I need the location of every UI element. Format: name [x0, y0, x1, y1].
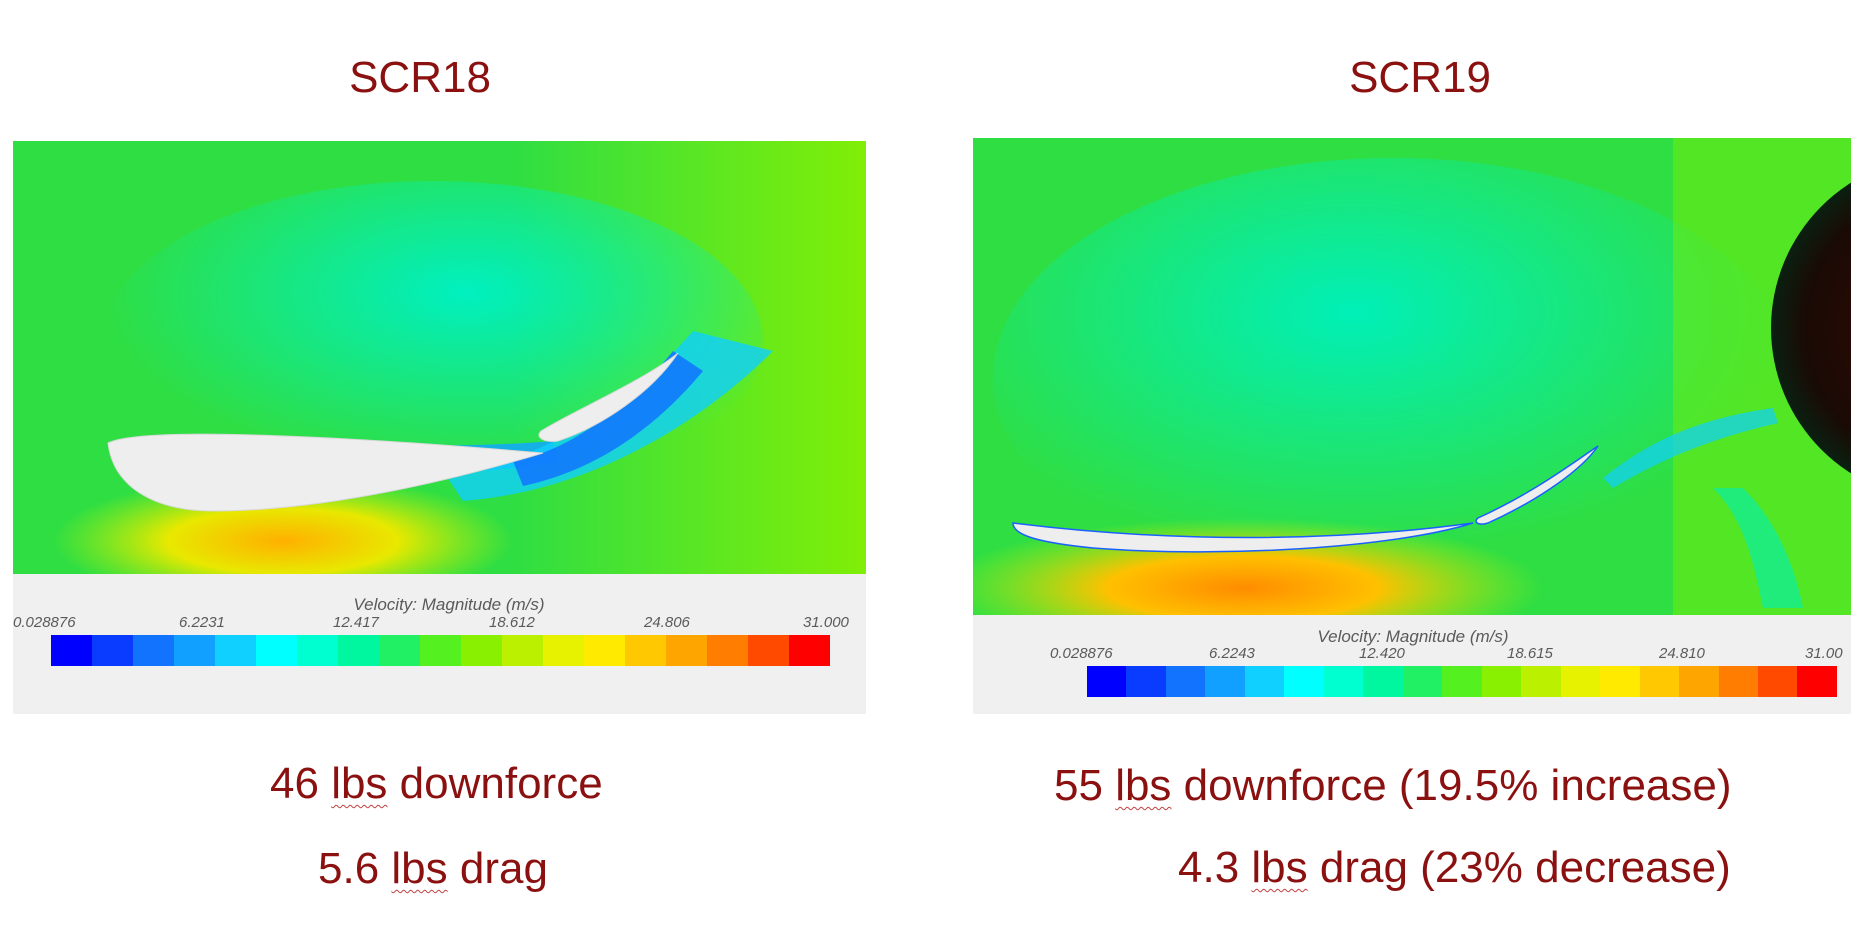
colorbar-swatch	[1639, 666, 1680, 697]
colorbar-swatch	[1679, 666, 1719, 697]
downforce-result-scr19: 55 lbs downforce (19.5% increase)	[1054, 764, 1732, 808]
downforce-label: downforce	[399, 759, 603, 808]
drag-result-scr18: 5.6 lbs drag	[318, 847, 548, 891]
drag-result-scr19: 4.3 lbs drag (23% decrease)	[1178, 846, 1731, 890]
colorbar-swatch	[51, 635, 92, 666]
colorbar-swatch	[461, 635, 502, 666]
drag-unit: lbs	[1251, 843, 1308, 892]
velocity-field-scr18	[13, 141, 866, 714]
colorbar-swatch	[133, 635, 174, 666]
downforce-result-scr18: 46 lbs downforce	[270, 762, 603, 806]
legend-tick: 18.615	[1507, 645, 1553, 662]
drag-label: drag	[459, 844, 548, 893]
legend-title: Velocity: Magnitude (m/s)	[353, 595, 545, 614]
downforce-unit: lbs	[331, 759, 388, 808]
legend-tick: 6.2243	[1209, 645, 1255, 662]
colorbar-swatch	[1481, 666, 1522, 697]
colorbar-swatch	[1284, 666, 1324, 697]
colorbar-swatch	[1087, 666, 1127, 697]
colorbar-swatch	[1521, 666, 1561, 697]
legend-tick: 0.028876	[13, 614, 76, 631]
velocity-field-scr19	[973, 138, 1851, 714]
colorbar-swatch	[625, 635, 666, 666]
legend-tick: 12.420	[1359, 645, 1405, 662]
case-title-scr19: SCR19	[1349, 53, 1491, 102]
colorbar-swatch	[1323, 666, 1364, 697]
colorbar	[51, 635, 830, 666]
drag-label: drag (23% decrease)	[1319, 843, 1731, 892]
colorbar-swatch	[1205, 666, 1245, 697]
colorbar-swatch	[707, 635, 748, 666]
downforce-value: 46	[270, 759, 319, 808]
downforce-label: downforce (19.5% increase)	[1183, 761, 1732, 810]
colorbar-swatch	[92, 635, 133, 666]
legend-title: Velocity: Magnitude (m/s)	[1317, 627, 1509, 646]
colorbar-swatch	[1165, 666, 1206, 697]
colorbar-swatch	[789, 635, 830, 666]
colorbar-swatch	[1600, 666, 1640, 697]
downforce-value: 55	[1054, 761, 1103, 810]
colorbar-swatch	[584, 635, 625, 666]
colorbar-swatch	[1797, 666, 1837, 697]
drag-unit: lbs	[391, 844, 448, 893]
colorbar-swatch	[1363, 666, 1403, 697]
legend-tick: 24.810	[1659, 645, 1705, 662]
velocity-plot-scr19: Velocity: Magnitude (m/s) 0.028876 6.224…	[973, 138, 1851, 714]
colorbar-swatch	[174, 635, 215, 666]
colorbar-swatch	[420, 635, 461, 666]
drag-value: 4.3	[1178, 843, 1240, 892]
colorbar-swatch	[1718, 666, 1758, 697]
colorbar-swatch	[1244, 666, 1285, 697]
case-title-scr18: SCR18	[349, 53, 491, 102]
velocity-plot-scr18: Velocity: Magnitude (m/s) 0.028876 6.223…	[13, 141, 866, 714]
colorbar-swatch	[1442, 666, 1482, 697]
legend-tick: 24.806	[644, 614, 690, 631]
colorbar-swatch	[1126, 666, 1166, 697]
legend-tick: 0.028876	[1050, 645, 1113, 662]
drag-value: 5.6	[318, 844, 380, 893]
colorbar-swatch	[1402, 666, 1443, 697]
colorbar-swatch	[379, 635, 420, 666]
colorbar-swatch	[748, 635, 789, 666]
legend-tick: 12.417	[333, 614, 379, 631]
colorbar-swatch	[666, 635, 707, 666]
legend-tick: 6.2231	[179, 614, 225, 631]
colorbar-swatch	[215, 635, 256, 666]
colorbar-swatch	[502, 635, 543, 666]
colorbar-swatch	[1560, 666, 1601, 697]
colorbar	[1087, 666, 1837, 697]
legend-tick: 31.000	[803, 614, 849, 631]
legend-tick: 31.00	[1805, 645, 1843, 662]
downforce-unit: lbs	[1115, 761, 1172, 810]
legend-tick: 18.612	[489, 614, 535, 631]
colorbar-swatch	[338, 635, 379, 666]
colorbar-swatch	[256, 635, 297, 666]
colorbar-swatch	[1757, 666, 1798, 697]
colorbar-swatch	[297, 635, 338, 666]
colorbar-swatch	[543, 635, 584, 666]
